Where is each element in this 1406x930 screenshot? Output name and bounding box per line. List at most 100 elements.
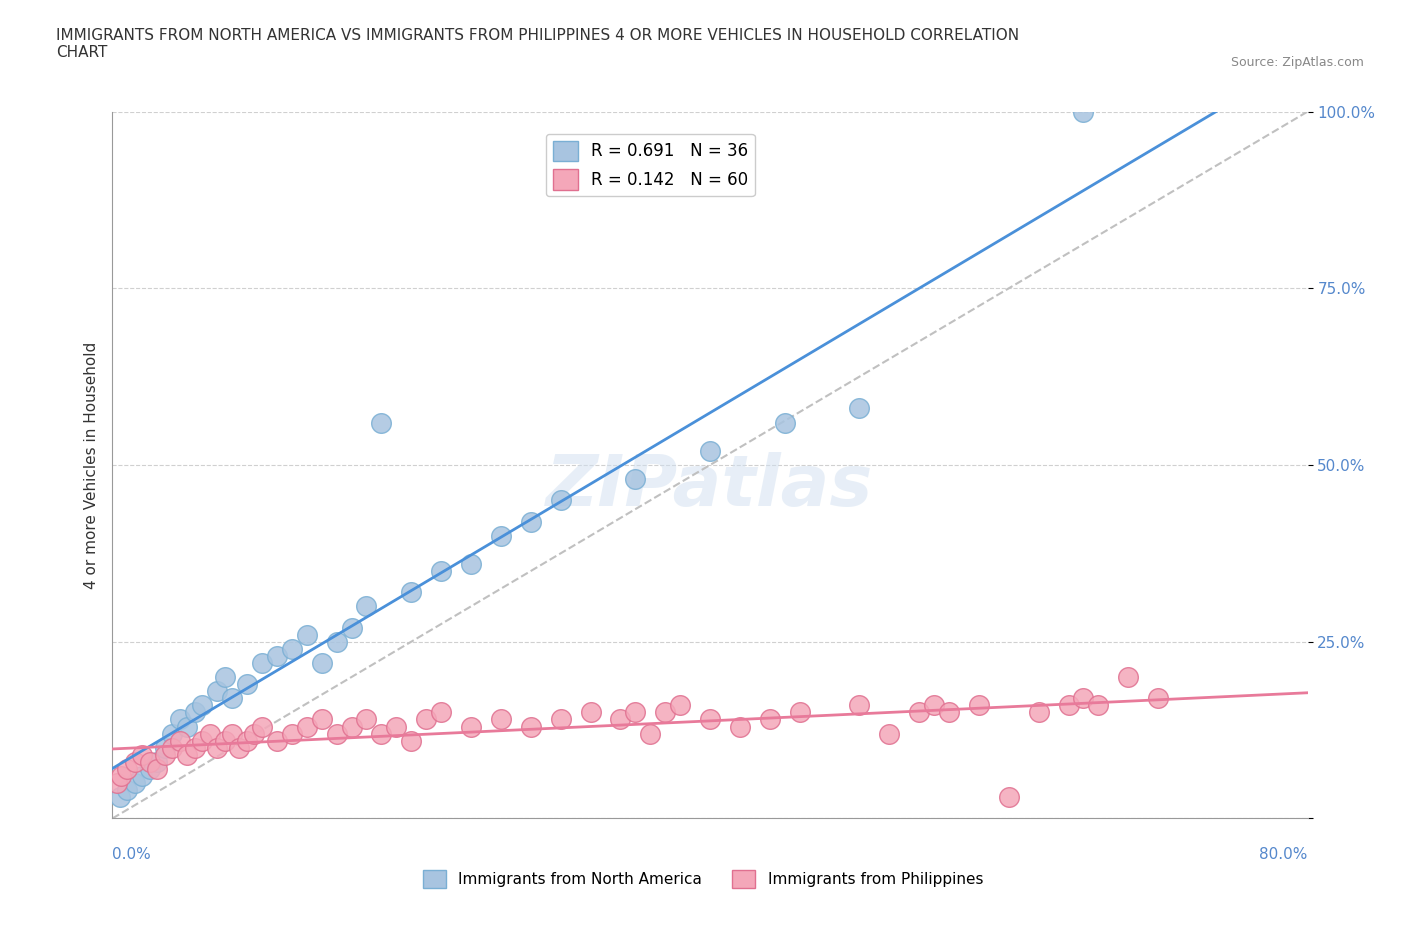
Point [131, 748, 153, 763]
Point [699, 712, 721, 727]
Point [489, 528, 512, 543]
Point [460, 556, 482, 571]
Point [879, 726, 901, 741]
Point [550, 712, 572, 727]
Point [228, 740, 250, 755]
Point [773, 415, 796, 430]
Point [117, 762, 139, 777]
Point [236, 733, 259, 748]
Point [430, 564, 453, 578]
Point [415, 712, 437, 727]
Text: IMMIGRANTS FROM NORTH AMERICA VS IMMIGRANTS FROM PHILIPPINES 4 OR MORE VEHICLES : IMMIGRANTS FROM NORTH AMERICA VS IMMIGRA… [56, 28, 1019, 60]
Point [281, 726, 304, 741]
Point [139, 754, 162, 769]
Point [124, 754, 146, 769]
Point [1028, 705, 1050, 720]
Point [609, 712, 631, 727]
Point [205, 740, 228, 755]
Legend: Immigrants from North America, Immigrants from Philippines: Immigrants from North America, Immigrant… [416, 864, 990, 895]
Point [848, 698, 870, 712]
Point [191, 698, 214, 712]
Point [669, 698, 692, 712]
Point [759, 712, 782, 727]
Point [1118, 670, 1140, 684]
Point [169, 712, 191, 727]
Point [131, 768, 153, 783]
Point [250, 719, 273, 734]
Point [938, 705, 960, 720]
Point [105, 776, 128, 790]
Point [401, 585, 423, 600]
Point [1073, 104, 1095, 119]
Point [162, 726, 183, 741]
Point [908, 705, 931, 720]
Point [176, 719, 198, 734]
Point [266, 648, 288, 663]
Point [153, 748, 176, 763]
Point [998, 790, 1021, 804]
Point [250, 656, 273, 671]
Point [325, 634, 347, 649]
Point [640, 726, 662, 741]
Point [221, 726, 243, 741]
Point [550, 493, 572, 508]
Point [370, 415, 392, 430]
Y-axis label: 4 or more Vehicles in Household: 4 or more Vehicles in Household [83, 341, 98, 589]
Point [162, 740, 183, 755]
Legend: R = 0.691   N = 36, R = 0.142   N = 60: R = 0.691 N = 36, R = 0.142 N = 60 [546, 134, 755, 196]
Point [117, 783, 139, 798]
Point [139, 762, 162, 777]
Point [579, 705, 602, 720]
Point [124, 776, 146, 790]
Text: ZIPatlas: ZIPatlas [547, 452, 873, 521]
Point [153, 740, 176, 755]
Point [221, 691, 243, 706]
Point [1147, 691, 1170, 706]
Point [311, 712, 333, 727]
Point [654, 705, 676, 720]
Point [520, 719, 543, 734]
Point [699, 444, 721, 458]
Point [356, 712, 378, 727]
Point [922, 698, 945, 712]
Text: 0.0%: 0.0% [112, 846, 152, 862]
Point [311, 656, 333, 671]
Point [146, 754, 169, 769]
Point [266, 733, 288, 748]
Point [183, 705, 205, 720]
Point [236, 677, 259, 692]
Point [176, 748, 198, 763]
Text: 80.0%: 80.0% [1260, 846, 1308, 862]
Point [401, 733, 423, 748]
Point [385, 719, 408, 734]
Point [110, 768, 132, 783]
Point [295, 627, 318, 642]
Point [430, 705, 453, 720]
Point [624, 472, 647, 486]
Point [214, 733, 236, 748]
Point [340, 719, 363, 734]
Point [340, 620, 363, 635]
Point [489, 712, 512, 727]
Point [295, 719, 318, 734]
Point [169, 733, 191, 748]
Point [1057, 698, 1080, 712]
Point [325, 726, 347, 741]
Point [191, 733, 214, 748]
Point [848, 401, 870, 416]
Point [183, 740, 205, 755]
Point [146, 762, 169, 777]
Point [108, 790, 131, 804]
Point [281, 642, 304, 657]
Point [198, 726, 221, 741]
Point [624, 705, 647, 720]
Point [967, 698, 990, 712]
Text: Source: ZipAtlas.com: Source: ZipAtlas.com [1230, 56, 1364, 69]
Point [520, 514, 543, 529]
Point [243, 726, 266, 741]
Point [356, 599, 378, 614]
Point [1087, 698, 1109, 712]
Point [214, 670, 236, 684]
Point [460, 719, 482, 734]
Point [789, 705, 811, 720]
